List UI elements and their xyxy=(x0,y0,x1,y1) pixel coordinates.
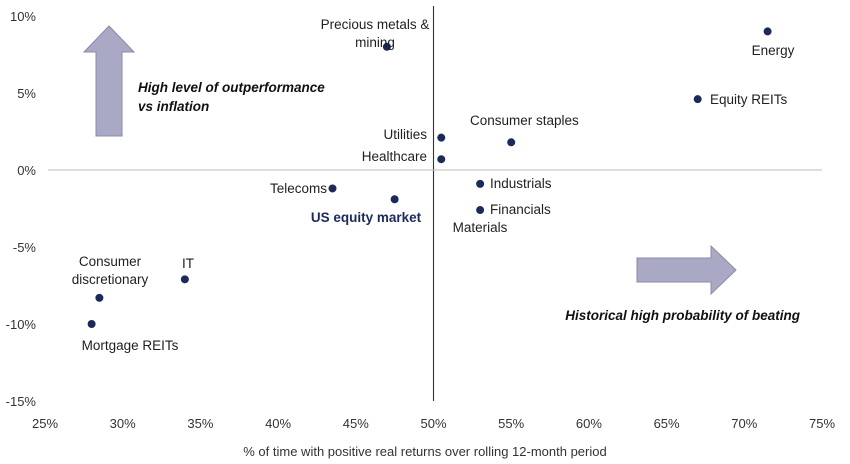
point-industrials xyxy=(476,179,485,188)
point-financials xyxy=(476,206,485,215)
x-tick-label: 70% xyxy=(731,416,757,431)
label-utilities: Utilities xyxy=(383,127,427,142)
point-energy xyxy=(763,27,772,36)
point-mortgage-reits xyxy=(87,320,96,328)
label-equity-reits: Equity REITs xyxy=(710,92,788,107)
annotation-texts: High level of outperformance vs inflation… xyxy=(138,80,801,323)
label-materials: Materials xyxy=(453,220,508,235)
y-tick-label: -5% xyxy=(13,240,37,255)
y-axis-ticks: 10% 5% 0% -5% -10% -15% xyxy=(6,9,37,409)
x-tick-label: 55% xyxy=(498,416,524,431)
y-tick-label: -10% xyxy=(6,317,37,332)
x-tick-label: 60% xyxy=(576,416,602,431)
label-consumer-discretionary: Consumer discretionary xyxy=(72,254,149,287)
label-financials: Financials xyxy=(490,202,551,217)
data-points xyxy=(87,27,772,328)
right-arrow-icon xyxy=(636,244,737,296)
label-telecoms: Telecoms xyxy=(270,181,327,196)
x-tick-label: 45% xyxy=(343,416,369,431)
annotation-right: Historical high probability of beating xyxy=(565,308,801,323)
x-axis-label: % of time with positive real returns ove… xyxy=(243,444,606,459)
x-tick-label: 35% xyxy=(187,416,213,431)
x-tick-label: 40% xyxy=(265,416,291,431)
annotation-arrows xyxy=(82,25,737,296)
annotation-up: High level of outperformance vs inflation xyxy=(138,80,325,114)
y-tick-label: -15% xyxy=(6,394,37,409)
x-tick-label: 25% xyxy=(32,416,58,431)
label-it: IT xyxy=(182,256,194,271)
label-healthcare: Healthcare xyxy=(362,149,427,164)
x-tick-label: 30% xyxy=(110,416,136,431)
y-tick-label: 10% xyxy=(10,9,36,24)
up-arrow-icon xyxy=(82,25,136,137)
label-industrials: Industrials xyxy=(490,176,552,191)
data-point-labels: Precious metals & mining Energy Equity REIT… xyxy=(72,17,795,353)
reference-lines xyxy=(48,6,822,401)
point-us-equity-market xyxy=(390,195,399,204)
y-tick-label: 5% xyxy=(17,86,36,101)
point-consumer-discretionary xyxy=(95,293,104,302)
point-consumer-staples xyxy=(507,138,516,147)
label-us-equity-market: US equity market xyxy=(311,210,422,225)
point-telecoms xyxy=(328,184,337,193)
label-precious-metals-mining: Precious metals & mining xyxy=(321,17,430,50)
point-it xyxy=(180,275,189,284)
y-tick-label: 0% xyxy=(17,163,36,178)
x-tick-label: 75% xyxy=(809,416,835,431)
x-tick-label: 50% xyxy=(420,416,446,431)
point-healthcare xyxy=(437,155,446,164)
point-equity-reits xyxy=(693,95,702,104)
point-utilities xyxy=(437,133,446,142)
label-mortgage-reits: Mortgage REITs xyxy=(82,338,179,353)
point-precious-metals-mining xyxy=(382,42,391,51)
label-energy: Energy xyxy=(752,43,795,58)
x-axis-ticks: 25% 30% 35% 40% 45% 50% 55% 60% 65% 70% 75% xyxy=(32,416,835,431)
x-tick-label: 65% xyxy=(654,416,680,431)
label-consumer-staples: Consumer staples xyxy=(470,113,579,128)
